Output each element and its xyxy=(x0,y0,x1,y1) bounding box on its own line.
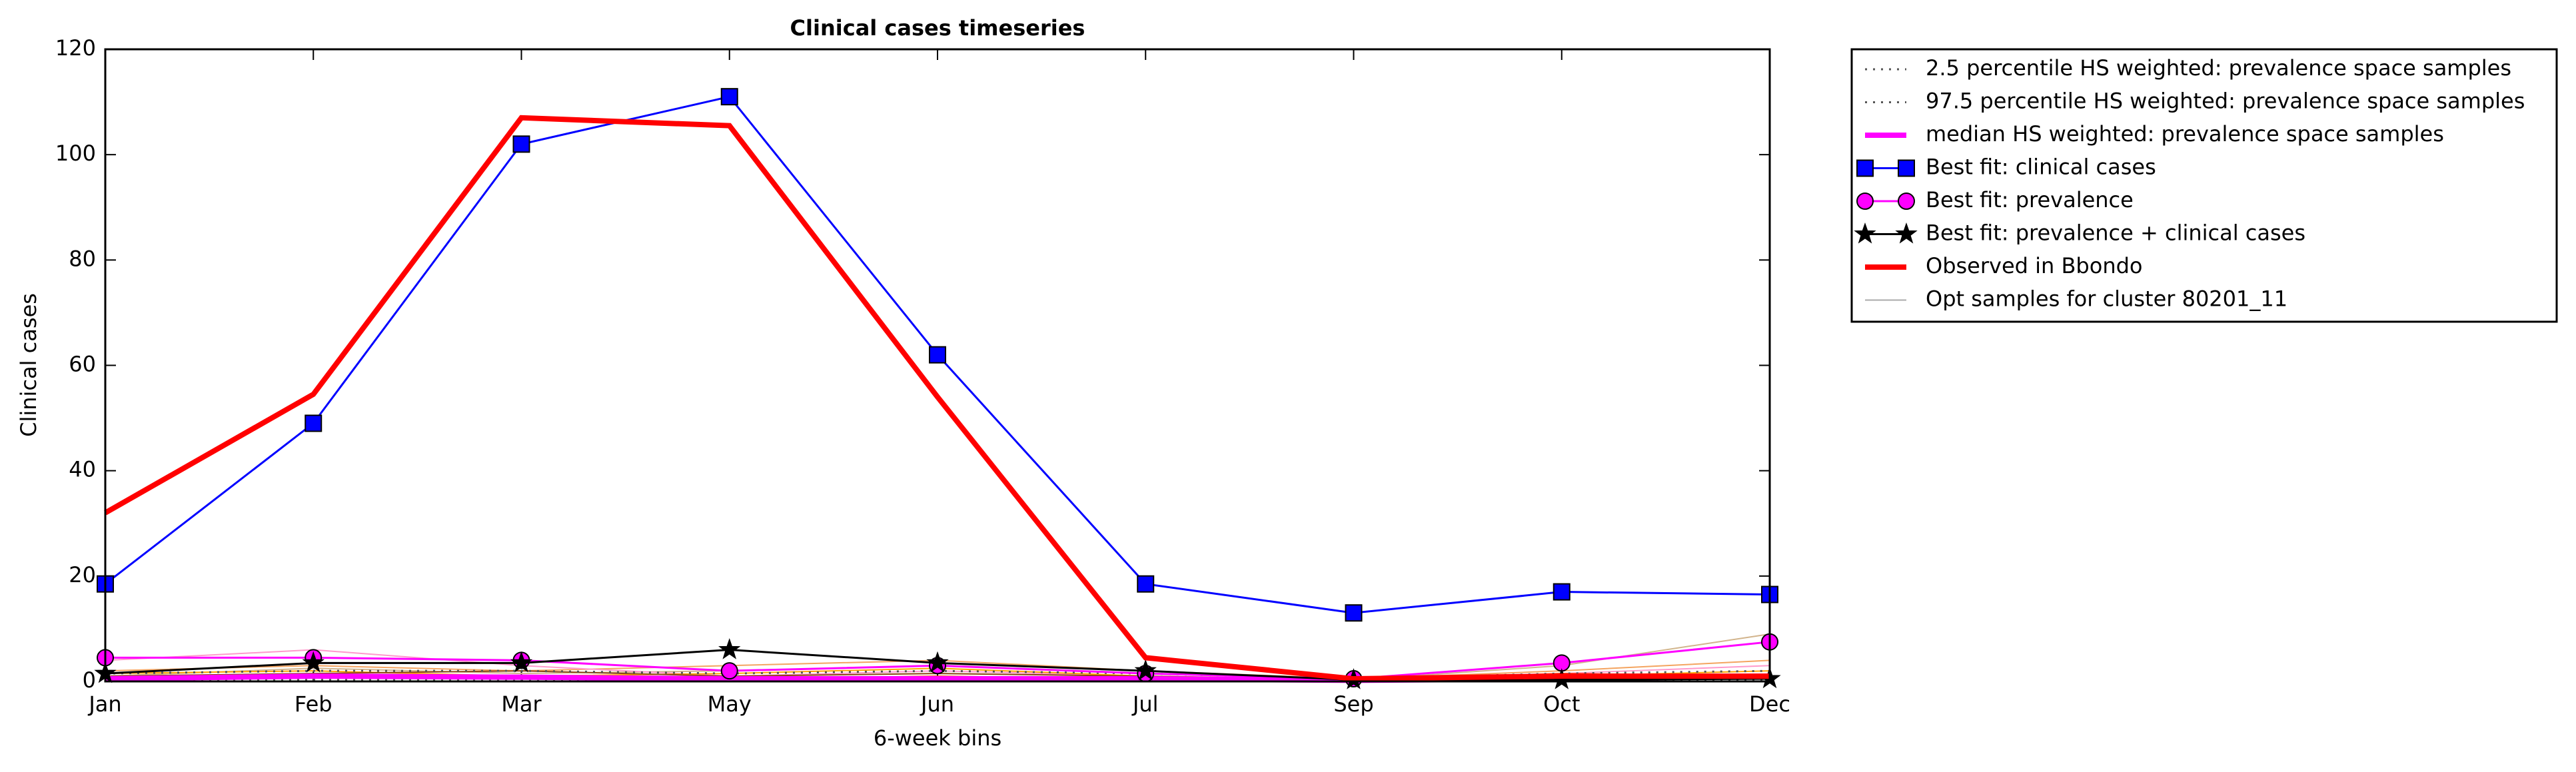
marker xyxy=(1137,575,1155,593)
legend-box xyxy=(1850,48,2558,323)
marker xyxy=(1856,159,1874,177)
marker xyxy=(1345,604,1363,622)
marker xyxy=(302,651,324,673)
legend-label: 97.5 percentile HS weighted: prevalence … xyxy=(1926,89,2525,114)
y-tick-label: 120 xyxy=(55,35,96,61)
legend-label: 2.5 percentile HS weighted: prevalence s… xyxy=(1926,55,2511,81)
marker xyxy=(1895,222,1918,244)
marker xyxy=(510,651,533,673)
legend-label: Best fit: prevalence xyxy=(1926,187,2134,212)
y-tick-label: 0 xyxy=(83,667,96,693)
y-axis-label: Clinical cases xyxy=(16,293,41,437)
x-tick-label: Sep xyxy=(1333,691,1373,717)
x-tick-label: Jan xyxy=(87,691,121,717)
legend-label: Observed in Bbondo xyxy=(1926,253,2142,278)
marker xyxy=(1134,659,1157,681)
x-tick-label: Dec xyxy=(1749,691,1790,717)
marker xyxy=(720,88,738,106)
y-tick-label: 20 xyxy=(69,562,96,587)
marker xyxy=(926,651,949,673)
marker xyxy=(1553,583,1571,601)
x-tick-label: Jun xyxy=(920,691,954,717)
legend-label: median HS weighted: prevalence space sam… xyxy=(1926,121,2444,147)
marker xyxy=(305,414,322,432)
marker xyxy=(718,638,741,659)
legend-label: Opt samples for cluster 80201_11 xyxy=(1926,286,2287,312)
y-tick-label: 80 xyxy=(69,246,96,271)
plot-frame xyxy=(104,48,1771,683)
marker xyxy=(1898,193,1915,210)
marker xyxy=(512,135,530,153)
chart-title: Clinical cases timeseries xyxy=(790,15,1085,41)
x-tick-label: May xyxy=(708,691,752,717)
marker xyxy=(929,346,946,364)
marker xyxy=(1856,193,1874,210)
y-tick-label: 60 xyxy=(69,352,96,377)
y-tick-label: 40 xyxy=(69,457,96,482)
legend-label: Best fit: clinical cases xyxy=(1926,155,2156,180)
x-tick-label: Oct xyxy=(1543,691,1580,717)
series-line xyxy=(104,115,1770,682)
y-tick-label: 100 xyxy=(55,141,96,166)
x-tick-label: Jul xyxy=(1131,691,1159,717)
x-tick-label: Feb xyxy=(295,691,332,717)
marker xyxy=(720,662,738,680)
marker xyxy=(1854,222,1876,244)
x-axis-label: 6-week bins xyxy=(874,725,1001,751)
x-tick-label: Mar xyxy=(501,691,542,717)
marker xyxy=(1898,159,1915,177)
legend-label: Best fit: prevalence + clinical cases xyxy=(1926,220,2305,246)
